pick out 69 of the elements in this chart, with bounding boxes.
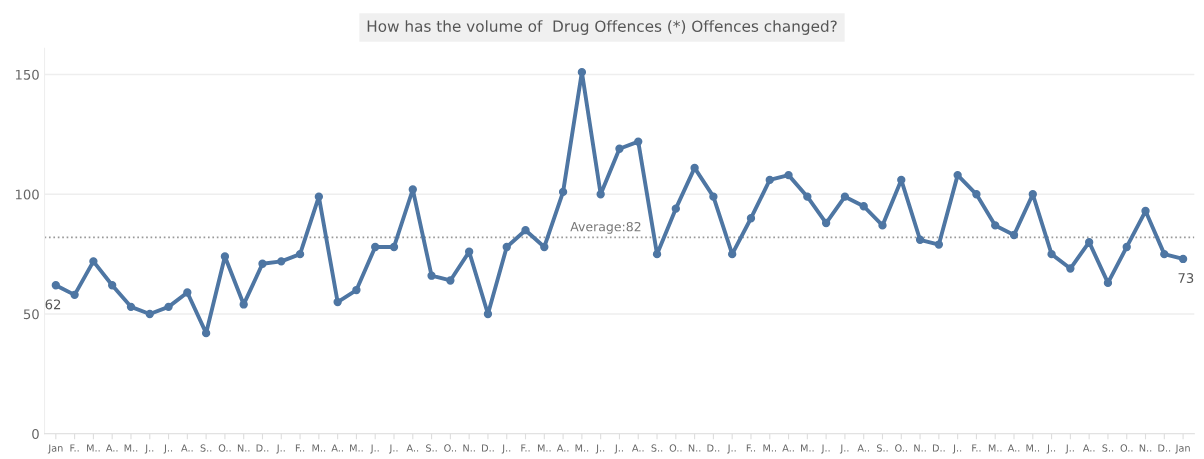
y-tick-label: 0 bbox=[32, 428, 39, 439]
y-tick-label: 150 bbox=[15, 69, 39, 80]
x-tick-label: A.. bbox=[181, 444, 193, 452]
x-tick-label: M.. bbox=[537, 444, 551, 452]
x-tick-label: J.. bbox=[839, 444, 849, 454]
x-tick-label: J.. bbox=[370, 444, 379, 454]
x-tick-label: N.. bbox=[688, 444, 701, 452]
x-tick-label: N.. bbox=[1139, 444, 1152, 452]
data-label: 62 bbox=[45, 299, 61, 310]
x-tick-label: J.. bbox=[821, 444, 830, 454]
x-tick-label: A.. bbox=[105, 444, 118, 452]
x-tick-label: O.. bbox=[218, 444, 231, 452]
x-tick-label: J.. bbox=[163, 444, 173, 454]
x-tick-label: M.. bbox=[988, 444, 1002, 452]
x-tick-label: O.. bbox=[895, 444, 907, 452]
y-tick-label: 50 bbox=[23, 309, 39, 320]
x-tick-label: S.. bbox=[651, 444, 663, 452]
x-tick-label: O.. bbox=[444, 444, 457, 452]
x-tick-label: J.. bbox=[614, 444, 623, 454]
x-tick-label: M.. bbox=[124, 444, 138, 452]
x-tick-label: A.. bbox=[857, 444, 869, 452]
x-tick-label: M.. bbox=[575, 444, 589, 452]
x-tick-label: M.. bbox=[312, 444, 326, 452]
x-tick-label: J.. bbox=[727, 444, 736, 454]
ref-line-label: Average:82 bbox=[570, 221, 641, 234]
x-tick-label: J.. bbox=[1065, 444, 1074, 454]
x-tick-label: J.. bbox=[1046, 444, 1056, 454]
x-tick-label: D.. bbox=[1158, 444, 1171, 452]
x-tick-label: A.. bbox=[556, 444, 569, 452]
x-tick-label: A.. bbox=[782, 444, 794, 452]
x-tick-label: F.. bbox=[746, 444, 756, 452]
x-tick-label: A.. bbox=[1082, 444, 1095, 452]
data-label: 73 bbox=[1178, 273, 1194, 284]
x-tick-label: F.. bbox=[972, 444, 981, 452]
x-tick-label: A.. bbox=[631, 444, 644, 452]
x-tick-label: J.. bbox=[388, 444, 398, 454]
x-tick-label: M.. bbox=[350, 444, 363, 452]
x-tick-label: O.. bbox=[1120, 444, 1133, 452]
x-tick-label: Jan bbox=[1175, 444, 1190, 454]
y-tick-label: 100 bbox=[15, 189, 39, 200]
x-tick-label: J.. bbox=[144, 444, 154, 454]
x-tick-label: M.. bbox=[801, 444, 814, 452]
x-tick-label: M.. bbox=[87, 444, 100, 452]
x-tick-label: F.. bbox=[521, 444, 530, 452]
x-tick-label: S.. bbox=[876, 444, 888, 452]
x-tick-label: S.. bbox=[426, 444, 437, 452]
x-tick-label: D.. bbox=[707, 444, 720, 452]
x-tick-label: O.. bbox=[669, 444, 682, 452]
x-tick-label: F.. bbox=[295, 444, 305, 452]
x-tick-label: M.. bbox=[763, 444, 776, 452]
x-tick-label: D.. bbox=[256, 444, 269, 452]
x-tick-label: M.. bbox=[1026, 444, 1040, 452]
x-tick-label: F.. bbox=[70, 444, 79, 452]
x-tick-label: J.. bbox=[276, 444, 285, 454]
x-tick-label: D.. bbox=[482, 444, 494, 452]
x-tick-label: S.. bbox=[200, 444, 212, 452]
x-tick-label: N.. bbox=[463, 444, 475, 452]
chart-title: How has the volume of Drug Offences (*) Offences changed? bbox=[367, 20, 837, 35]
x-tick-label: S.. bbox=[1102, 444, 1114, 452]
x-tick-label: Jan bbox=[47, 444, 63, 454]
x-tick-label: A.. bbox=[331, 444, 343, 452]
x-tick-label: N.. bbox=[914, 444, 926, 452]
x-tick-label: D.. bbox=[932, 444, 945, 452]
x-tick-label: N.. bbox=[237, 444, 250, 452]
x-tick-label: J.. bbox=[595, 444, 605, 454]
x-tick-label: A.. bbox=[406, 444, 419, 452]
x-tick-label: J.. bbox=[501, 444, 511, 454]
x-tick-label: A.. bbox=[1007, 444, 1020, 452]
x-tick-label: J.. bbox=[952, 444, 962, 454]
